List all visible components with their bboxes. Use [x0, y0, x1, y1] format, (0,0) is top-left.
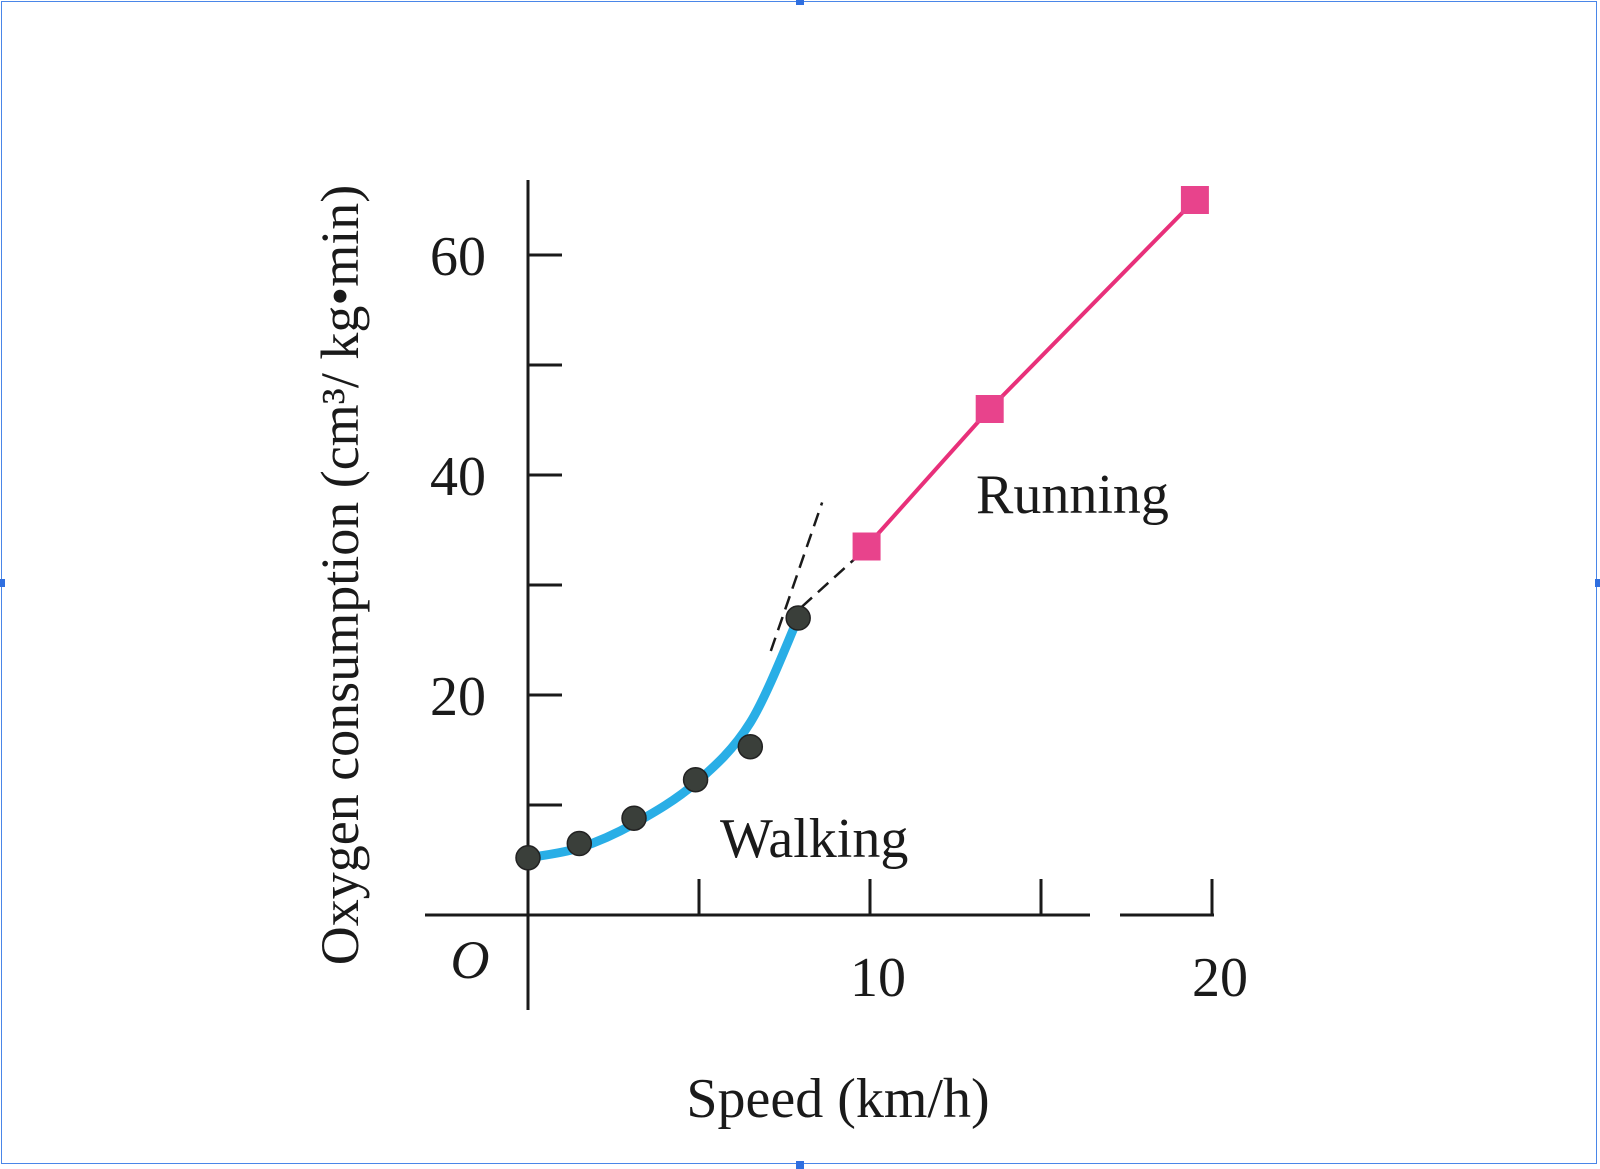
markers: [515, 186, 1209, 871]
axes: [425, 180, 1214, 1010]
running-point-2: [1180, 186, 1209, 214]
walking-point-2: [621, 805, 647, 831]
resize-handle-bottom[interactable]: [796, 1161, 804, 1169]
resize-handle-top[interactable]: [796, 0, 804, 5]
series-label-walking: Walking: [720, 808, 908, 870]
origin-label: O: [451, 930, 490, 990]
resize-handle-left[interactable]: [0, 579, 5, 587]
ticks: 10 20 20 40 60: [430, 226, 1248, 1009]
x-tick-label-10: 10: [850, 947, 906, 1009]
dashed-extension-0: [769, 502, 824, 652]
x-tick-label-20: 20: [1192, 947, 1248, 1009]
x-axis-title: Speed (km/h): [686, 1068, 989, 1130]
y-tick-label-20: 20: [430, 666, 486, 728]
series-label-running: Running: [976, 464, 1169, 526]
walking-point-1: [566, 830, 593, 857]
dashed-extension-1: [800, 556, 858, 608]
y-axis-title: Oxygen consumption (cm³/ kg•min): [310, 185, 370, 966]
running-point-1: [975, 395, 1004, 423]
curves: [523, 198, 1197, 863]
walking-point-4: [737, 733, 764, 760]
y-tick-label-40: 40: [430, 446, 486, 508]
resize-handle-right[interactable]: [1595, 579, 1600, 587]
labels: O Speed (km/h) Oxygen consumption (cm³/ …: [310, 185, 1169, 1130]
running-point-0: [852, 532, 881, 561]
y-tick-label-60: 60: [430, 226, 486, 288]
walking-point-0: [515, 845, 541, 871]
walking-point-3: [682, 766, 709, 793]
walking-point-5: [785, 605, 811, 631]
